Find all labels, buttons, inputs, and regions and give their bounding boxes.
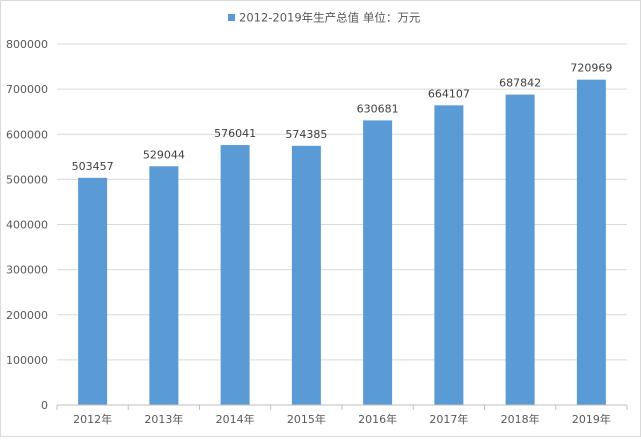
legend: 2012-2019年生产总值 单位：万元 <box>228 11 421 25</box>
bar <box>434 105 464 405</box>
data-label: 630681 <box>357 102 399 115</box>
legend-label: 2012-2019年生产总值 单位：万元 <box>239 11 421 25</box>
bar <box>576 79 606 406</box>
x-tick-label: 2015年 <box>287 412 326 426</box>
y-tick-label: 500000 <box>6 173 48 186</box>
data-label: 576041 <box>214 127 256 140</box>
x-tick-label: 2014年 <box>216 412 255 426</box>
x-tick-label: 2012年 <box>73 412 112 426</box>
data-label: 720969 <box>570 62 612 75</box>
bar <box>220 145 250 405</box>
y-tick-label: 600000 <box>6 128 48 141</box>
bar <box>78 177 108 405</box>
y-tick-label: 200000 <box>6 309 48 322</box>
data-label: 574385 <box>285 128 327 141</box>
bar <box>363 120 393 405</box>
x-tick-label: 2019年 <box>572 412 611 426</box>
bar <box>291 145 321 405</box>
y-tick-label: 800000 <box>6 38 48 51</box>
gridlines <box>57 43 627 361</box>
data-label: 529044 <box>143 148 185 161</box>
bar <box>505 94 535 405</box>
data-label: 664107 <box>428 87 470 100</box>
data-label: 503457 <box>72 160 114 173</box>
y-axis-tick-labels: 0 100000 200000 300000 400000 500000 600000 700… <box>6 38 48 412</box>
y-tick-label: 400000 <box>6 219 48 232</box>
y-tick-label: 700000 <box>6 83 48 96</box>
x-tick-label: 2016年 <box>358 412 397 426</box>
legend-swatch <box>228 14 235 21</box>
bars <box>78 79 606 406</box>
x-tick-label: 2013年 <box>144 412 183 426</box>
data-label: 687842 <box>499 77 541 90</box>
y-tick-label: 300000 <box>6 264 48 277</box>
bar <box>149 166 179 405</box>
x-tick-label: 2018年 <box>501 412 540 426</box>
x-axis: 2012年 2013年 2014年 2015年 2016年 2017年 2018年 2019年 <box>56 404 628 426</box>
y-tick-label: 100000 <box>6 354 48 367</box>
x-tick-label: 2017年 <box>429 412 468 426</box>
y-tick-label: 0 <box>41 399 48 412</box>
data-labels: 503457 529044 576041 574385 630681 664107 6878… <box>72 62 613 173</box>
